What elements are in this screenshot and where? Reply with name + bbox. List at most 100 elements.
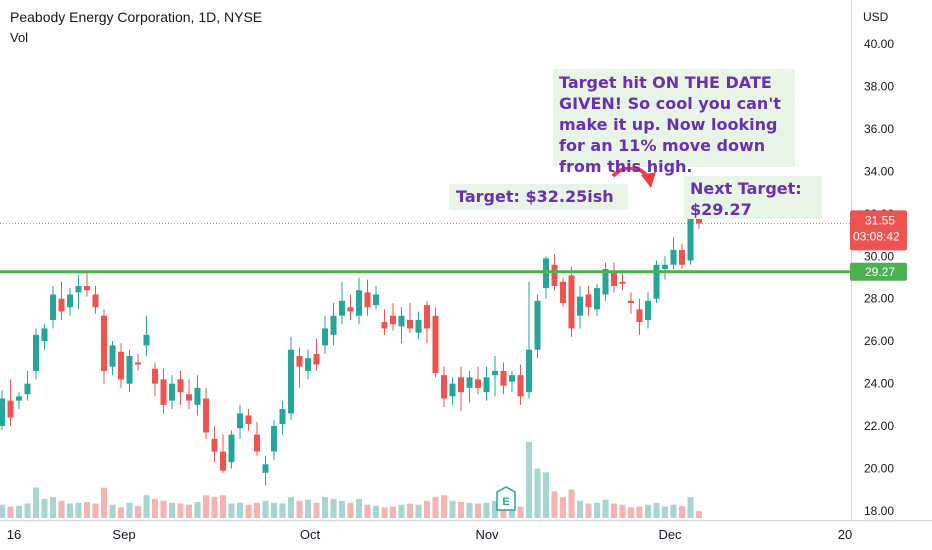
volume-bar <box>92 503 99 518</box>
candle[interactable] <box>220 434 226 473</box>
candle[interactable] <box>670 237 677 270</box>
candle[interactable] <box>313 339 320 371</box>
candle[interactable] <box>41 324 48 350</box>
candle[interactable] <box>356 277 362 325</box>
candle[interactable] <box>662 256 668 280</box>
candle[interactable] <box>101 309 107 384</box>
candle[interactable] <box>211 426 218 463</box>
volume-bar <box>619 504 626 518</box>
candle[interactable] <box>305 349 311 380</box>
candle[interactable] <box>449 377 456 405</box>
candle-body <box>424 305 430 329</box>
candle[interactable] <box>296 347 303 388</box>
candle[interactable] <box>373 285 379 310</box>
candle[interactable] <box>237 404 243 439</box>
candle[interactable] <box>339 281 345 325</box>
candle[interactable] <box>186 379 192 410</box>
candle[interactable] <box>500 362 507 395</box>
candle[interactable] <box>432 307 439 378</box>
candle-body <box>67 294 73 308</box>
candle[interactable] <box>92 285 99 314</box>
candle[interactable] <box>169 375 175 410</box>
candle[interactable] <box>279 400 286 435</box>
candle-body <box>92 294 99 308</box>
candle[interactable] <box>330 302 337 346</box>
earnings-marker[interactable]: E <box>496 486 516 511</box>
last-price-badge[interactable]: 31.55 03:08:42 <box>850 210 907 251</box>
candle[interactable] <box>424 300 430 344</box>
candle[interactable] <box>381 309 388 335</box>
volume-bar <box>288 497 294 518</box>
candle[interactable] <box>526 281 532 399</box>
candle[interactable] <box>390 302 396 331</box>
volume-bar <box>16 505 22 518</box>
candle[interactable] <box>322 315 328 354</box>
candle[interactable] <box>245 409 252 431</box>
candle[interactable] <box>475 366 481 395</box>
candle[interactable] <box>628 292 634 314</box>
candle[interactable] <box>135 353 141 371</box>
candle[interactable] <box>407 302 413 333</box>
candle[interactable] <box>126 349 133 393</box>
candle[interactable] <box>577 285 583 329</box>
candle[interactable] <box>24 370 31 401</box>
candle[interactable] <box>50 285 56 329</box>
candle[interactable] <box>602 262 609 301</box>
candle[interactable] <box>466 370 473 403</box>
candle[interactable] <box>653 260 660 303</box>
candle-body <box>517 375 524 397</box>
candle[interactable] <box>560 277 566 308</box>
candle[interactable] <box>75 275 82 310</box>
candle[interactable] <box>645 292 651 329</box>
volume-indicator-label[interactable]: Vol <box>10 30 29 45</box>
candle-body <box>356 290 362 316</box>
candle[interactable] <box>483 366 490 401</box>
candle[interactable] <box>194 375 201 416</box>
candle[interactable] <box>687 213 694 265</box>
candle[interactable] <box>517 364 524 405</box>
candle[interactable] <box>203 387 209 439</box>
candle[interactable] <box>458 366 464 412</box>
candle[interactable] <box>441 366 447 407</box>
candle[interactable] <box>271 419 277 461</box>
candle[interactable] <box>594 283 600 316</box>
candle[interactable] <box>84 271 90 297</box>
candle[interactable] <box>398 307 405 344</box>
candle[interactable] <box>534 294 541 359</box>
candle[interactable] <box>177 370 184 405</box>
candle[interactable] <box>16 392 22 410</box>
annotation-target-note[interactable]: Target: $32.25ish <box>449 184 628 210</box>
candle-body <box>364 292 371 308</box>
candle[interactable] <box>611 262 617 293</box>
candle[interactable] <box>67 288 73 316</box>
candle[interactable] <box>492 356 498 397</box>
candle[interactable] <box>7 379 14 427</box>
candle[interactable] <box>143 315 150 357</box>
candle[interactable] <box>347 294 354 320</box>
annotation-next-target-note[interactable]: Next Target: $29.27 <box>684 176 822 219</box>
candle[interactable] <box>415 311 422 340</box>
candle[interactable] <box>33 328 39 380</box>
level-price-badge[interactable]: 29.27 <box>850 262 907 281</box>
candle[interactable] <box>262 455 269 486</box>
candle[interactable] <box>679 243 685 270</box>
candle[interactable] <box>619 273 626 291</box>
candle[interactable] <box>228 430 235 469</box>
candle[interactable] <box>568 266 575 337</box>
candle[interactable] <box>160 368 167 414</box>
candle[interactable] <box>585 285 592 316</box>
annotation-main-note[interactable]: Target hit ON THE DATE GIVEN! So cool yo… <box>553 69 795 176</box>
symbol-title[interactable]: Peabody Energy Corporation, 1D, NYSE <box>10 9 263 25</box>
candle[interactable] <box>118 343 124 388</box>
candle[interactable] <box>364 279 371 316</box>
candle[interactable] <box>58 281 65 320</box>
candle[interactable] <box>152 362 158 397</box>
candle[interactable] <box>0 390 5 431</box>
candle[interactable] <box>254 421 260 456</box>
candle[interactable] <box>636 298 643 335</box>
candle[interactable] <box>509 370 515 393</box>
candle[interactable] <box>288 336 294 420</box>
candle[interactable] <box>109 341 116 376</box>
candle[interactable] <box>543 256 549 299</box>
